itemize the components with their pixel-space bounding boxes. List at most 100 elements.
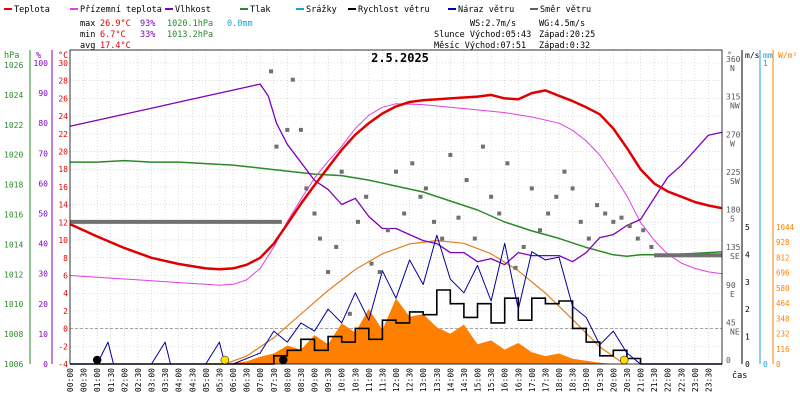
tick-label-degc: 16 (58, 183, 68, 192)
axis-title-degc: °C (58, 51, 68, 61)
legend-label: Rychlost větru (358, 5, 430, 15)
tick-label-dir-compass: W (730, 139, 735, 148)
tick-label-wm2: 232 (776, 330, 790, 339)
axes: 1006100810101012101410161018102010221024… (4, 49, 795, 369)
wind-direction-point (641, 228, 646, 233)
wind-direction-point (312, 211, 317, 216)
wind-speed-line (70, 289, 722, 365)
x-tick-label: 12:00 (392, 368, 401, 392)
tick-label-pct: 60 (38, 179, 48, 188)
solar-area (224, 298, 614, 364)
wind-direction-point (402, 211, 407, 216)
legend: Teplota Přízemní teplota Vlhkost Tlak Srážky… (4, 5, 591, 15)
tick-label-dir: 270 (726, 130, 741, 139)
info-block: WS:2.7m/s WG:4.5m/s Slunce Východ:05:43 … (434, 19, 595, 51)
tick-label-hpa: 1020 (4, 151, 23, 160)
tick-label-hpa: 1024 (4, 91, 23, 100)
tick-label-wm2: 1044 (776, 223, 795, 232)
axis-title-pct: % (36, 51, 41, 61)
info-wg: WG:4.5m/s (539, 19, 585, 29)
axis-titles: hPa % °C ° m/s mm W/m² čas (4, 51, 797, 381)
wind-direction-point (513, 265, 518, 270)
x-tick-label: 09:30 (324, 368, 333, 392)
wind-direction-point (619, 215, 624, 220)
wind-direction-point (521, 244, 526, 249)
stat-min-press: 1013.2hPa (167, 30, 213, 40)
x-tick-label: 01:00 (93, 368, 102, 392)
wind-direction-point (410, 161, 415, 166)
axis-title-ms: m/s (745, 51, 760, 60)
wind-direction-points (70, 69, 722, 316)
tick-label-degc: 26 (58, 94, 68, 103)
wind-direction-point (456, 215, 461, 220)
x-tick-label: 13:30 (433, 368, 442, 392)
x-tick-label: 17:00 (528, 368, 537, 392)
tick-label-degc: 8 (63, 254, 68, 263)
x-tick-label: 02:00 (120, 368, 129, 392)
x-tick-label: 01:30 (107, 368, 116, 392)
x-tick-label: 16:00 (501, 368, 510, 392)
wind-direction-point (347, 311, 352, 316)
tick-label-dir-compass: SE (730, 252, 740, 261)
stat-rain: 0.0mm (227, 19, 253, 29)
x-tick-label: 21:30 (650, 368, 659, 392)
tick-label-degc: 28 (58, 77, 68, 86)
wind-direction-point (334, 244, 339, 249)
tick-label-hpa: 1008 (4, 330, 23, 339)
axis-title-mm: mm (763, 51, 773, 60)
tick-label-hpa: 1006 (4, 360, 23, 369)
tick-label-degc: 2 (63, 307, 68, 316)
x-tick-label: 07:00 (256, 368, 265, 392)
stat-max-label: max (80, 19, 95, 29)
x-tick-label: 19:00 (582, 368, 591, 392)
x-tick-label: 22:30 (677, 368, 686, 392)
wind-direction-point (298, 127, 303, 132)
tick-label-dir: 45 (726, 318, 736, 327)
temperature-line (69, 89, 723, 271)
wind-direction-point (570, 186, 575, 191)
wind-direction-point (480, 144, 485, 149)
x-tick-label: 05:00 (202, 368, 211, 392)
wind-direction-point (304, 186, 309, 191)
tick-label-degc: 24 (58, 112, 68, 121)
tick-label-mm: 0 (763, 360, 768, 369)
x-tick-label: 04:30 (188, 368, 197, 392)
wind-direction-point (562, 169, 567, 174)
x-tick-label: 02:30 (134, 368, 143, 392)
tick-label-wm2: 116 (776, 345, 790, 354)
ground-temperature-line (69, 103, 723, 286)
tick-label-dir: 180 (726, 206, 741, 215)
tick-label-dir: 90 (726, 281, 736, 290)
legend-label: Teplota (14, 5, 50, 15)
wind-direction-point (554, 194, 559, 199)
tick-label-wm2: 348 (776, 314, 790, 323)
x-tick-label: 11:30 (378, 368, 387, 392)
wind-direction-point (529, 186, 534, 191)
tick-label-dir-compass: N (730, 64, 735, 73)
wind-direction-point (377, 270, 382, 275)
tick-label-degc: 14 (58, 201, 68, 210)
info-sun-set: Západ:20:25 (539, 30, 595, 40)
tick-label-pct: 40 (38, 240, 48, 249)
x-tick-label: 03:00 (148, 368, 157, 392)
stat-avg-label: avg (80, 41, 95, 51)
x-tick-label: 14:30 (460, 368, 469, 392)
axis-title-dir: ° (727, 51, 732, 61)
x-tick-label: 10:30 (351, 368, 360, 392)
x-tick-label: 06:30 (243, 368, 252, 392)
tick-label-degc: 12 (58, 218, 68, 227)
wind-direction-point (578, 219, 583, 224)
tick-label-dir: 135 (726, 243, 741, 252)
x-tick-label: 18:30 (569, 368, 578, 392)
axis-title-time: čas (732, 370, 747, 381)
wind-direction-point (369, 261, 374, 266)
tick-label-pct: 50 (38, 210, 48, 219)
wind-direction-point (649, 244, 654, 249)
x-tick-label: 06:00 (229, 368, 238, 392)
legend-label: Přízemní teplota (80, 5, 162, 15)
tick-label-hpa: 1012 (4, 270, 23, 279)
wind-direction-point (355, 219, 360, 224)
tick-label-dir: 225 (726, 168, 741, 177)
axis-title-hpa: hPa (4, 51, 19, 61)
wind-direction-point (537, 228, 542, 233)
